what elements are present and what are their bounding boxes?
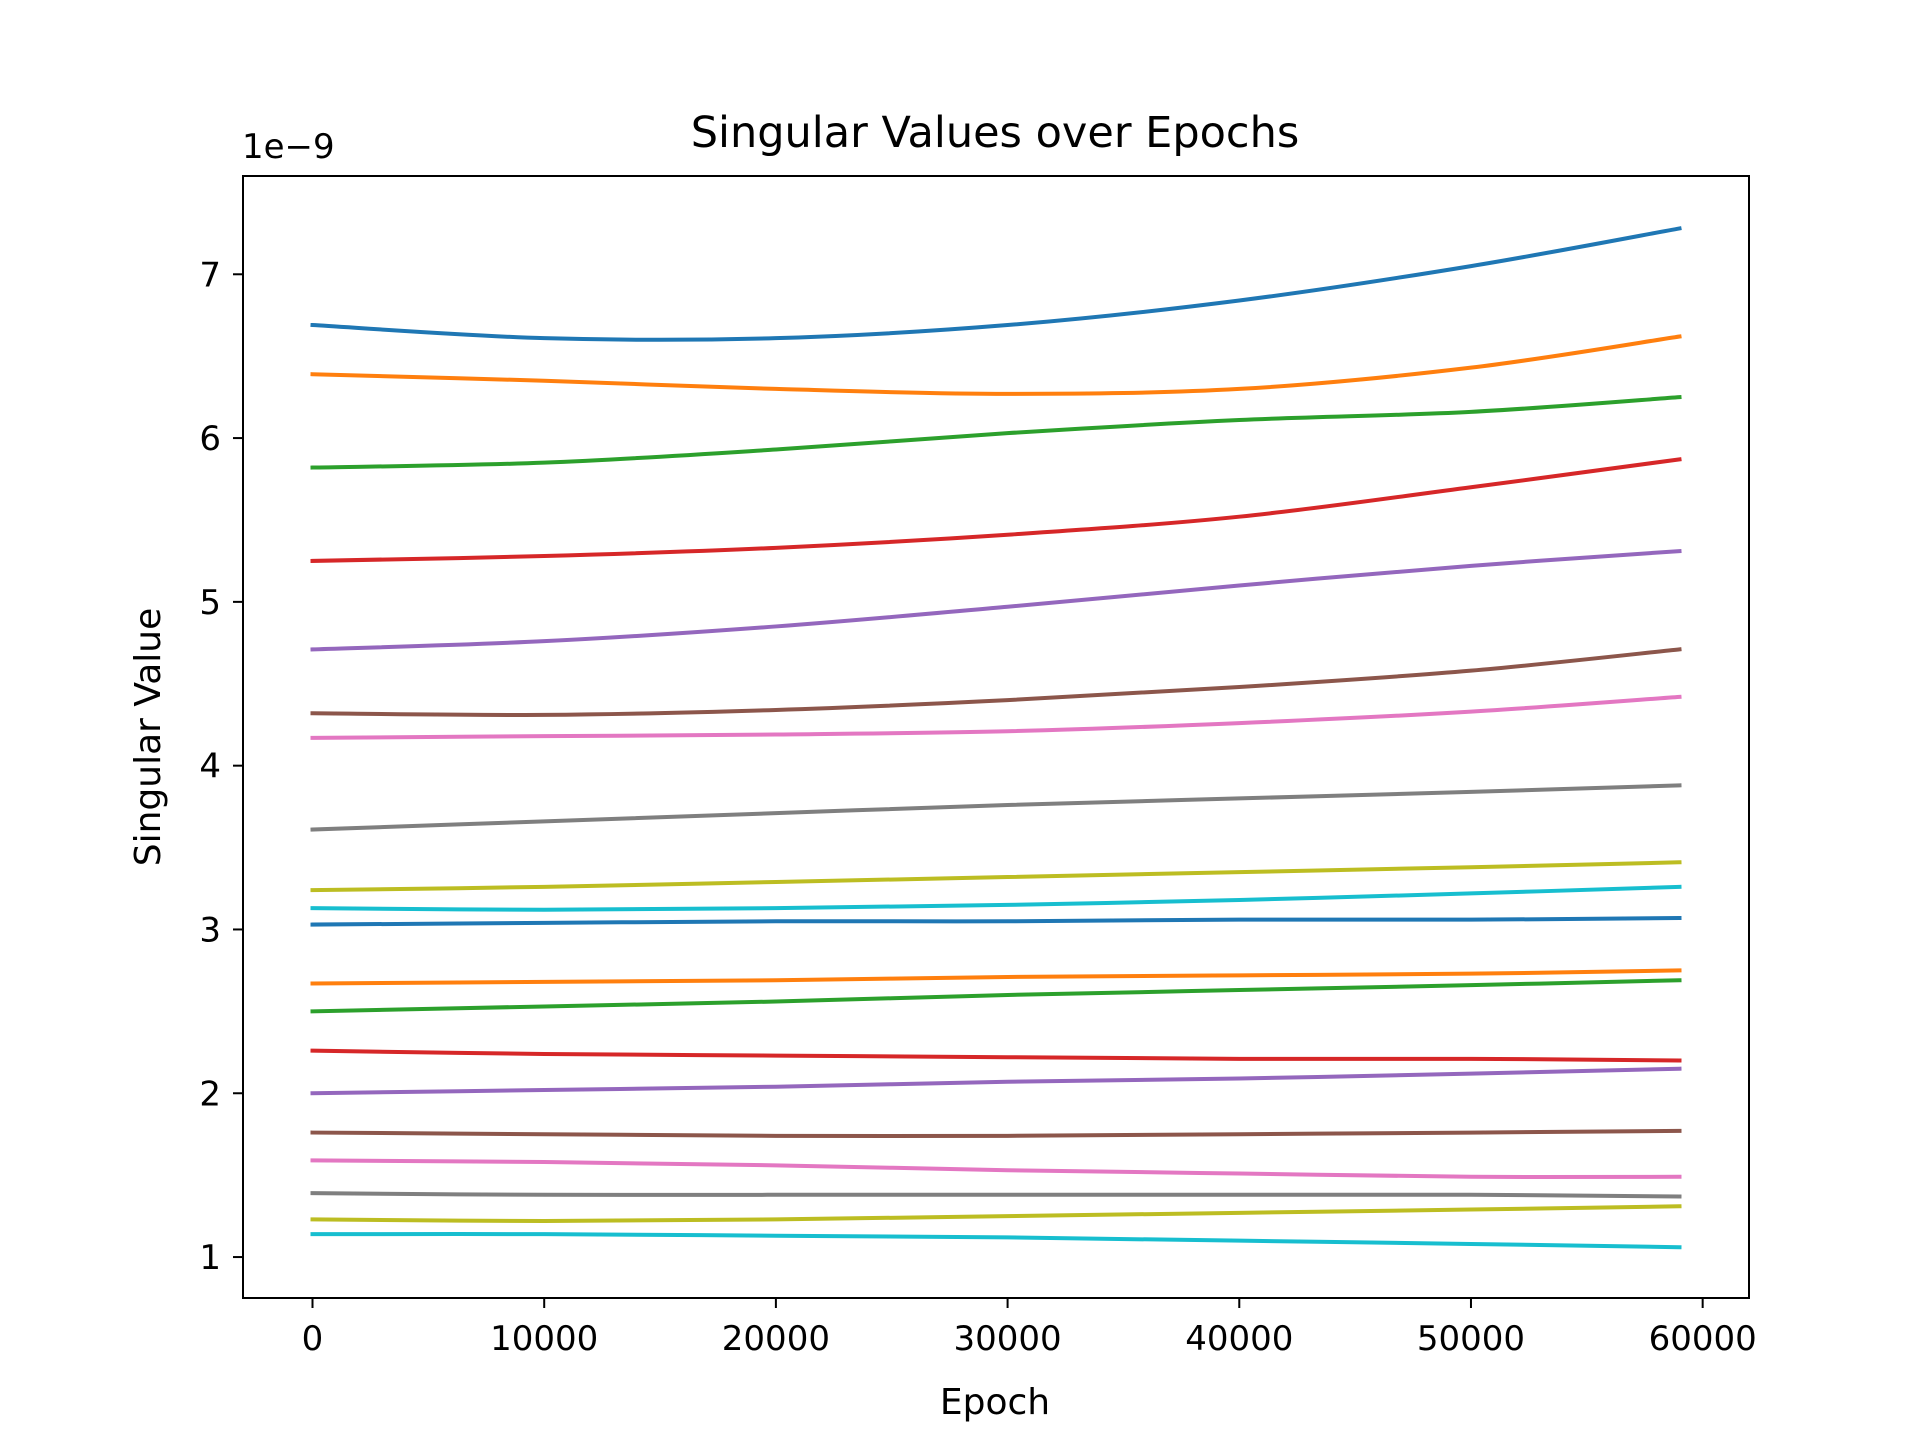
x-tick-label: 30000 (953, 1319, 1061, 1359)
x-axis-ticks: 0 10000 20000 30000 40000 50000 60000 (302, 1298, 1757, 1359)
series-line-18 (310, 1191, 1682, 1199)
chart-title: Singular Values over Epochs (691, 108, 1299, 158)
plot-frame (242, 175, 1750, 1299)
series-line-16 (310, 1128, 1682, 1139)
series-line-13 (310, 978, 1682, 1014)
series-line-12 (310, 968, 1682, 986)
x-tick-label: 20000 (722, 1319, 830, 1359)
series-line-5 (310, 548, 1682, 652)
x-tick-label: 50000 (1417, 1319, 1525, 1359)
y-tick-label: 2 (199, 1074, 221, 1114)
series-line-2 (310, 334, 1682, 396)
series-line-20 (310, 1232, 1682, 1250)
x-tick-label: 60000 (1649, 1319, 1757, 1359)
series-line-10 (310, 884, 1682, 912)
y-tick-label: 3 (199, 910, 221, 950)
series-line-8 (310, 783, 1682, 832)
series-line-9 (310, 860, 1682, 893)
series-line-4 (310, 457, 1682, 563)
series-line-11 (310, 915, 1682, 927)
series-layer (310, 226, 1682, 1250)
series-line-1 (310, 226, 1682, 342)
y-tick-label: 6 (199, 419, 221, 459)
y-tick-label: 4 (199, 747, 221, 787)
y-axis-label: Singular Value (128, 608, 169, 867)
series-line-19 (310, 1204, 1682, 1224)
series-line-6 (310, 647, 1682, 717)
x-tick-label: 0 (302, 1319, 324, 1359)
series-line-3 (310, 394, 1682, 470)
series-line-17 (310, 1158, 1682, 1180)
y-tick-label: 7 (199, 255, 221, 295)
series-line-15 (310, 1066, 1682, 1096)
y-axis-ticks: 1 2 3 4 5 6 7 (199, 255, 243, 1278)
y-tick-label: 1 (199, 1238, 221, 1278)
y-offset-label: 1e−9 (242, 127, 335, 167)
series-line-7 (310, 694, 1682, 740)
x-tick-label: 40000 (1185, 1319, 1293, 1359)
x-axis-label: Epoch (940, 1382, 1050, 1423)
x-tick-label: 10000 (490, 1319, 598, 1359)
y-tick-label: 5 (199, 583, 221, 623)
series-line-14 (310, 1048, 1682, 1063)
